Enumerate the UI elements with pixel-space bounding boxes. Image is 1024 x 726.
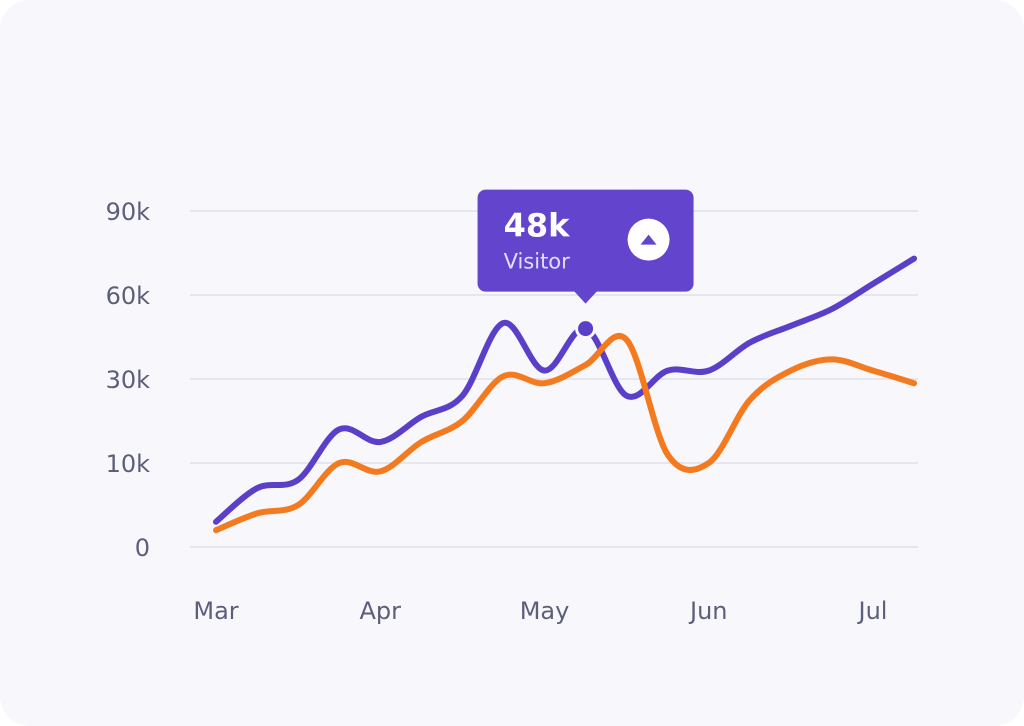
point-marker — [575, 318, 597, 340]
y-tick-label: 10k — [106, 450, 151, 478]
line — [213, 255, 918, 525]
tooltip-pointer — [573, 290, 598, 304]
y-tick-label: 30k — [106, 366, 151, 394]
tooltip-value: 48k — [504, 207, 571, 245]
x-tick-label: Apr — [359, 597, 401, 625]
x-tick-label: Jul — [857, 597, 888, 625]
tooltip-box — [477, 189, 694, 292]
x-tick-label: Mar — [193, 597, 238, 625]
x-tick-label: Jun — [688, 597, 728, 625]
y-tick-label: 60k — [106, 282, 151, 310]
tooltip-label: Visitor — [504, 250, 571, 274]
line — [213, 333, 918, 534]
y-tick-label: 90k — [106, 198, 151, 226]
y-tick-label: 0 — [135, 534, 150, 562]
x-tick-label: May — [520, 597, 570, 625]
tooltip-icon-arrow — [640, 234, 657, 245]
